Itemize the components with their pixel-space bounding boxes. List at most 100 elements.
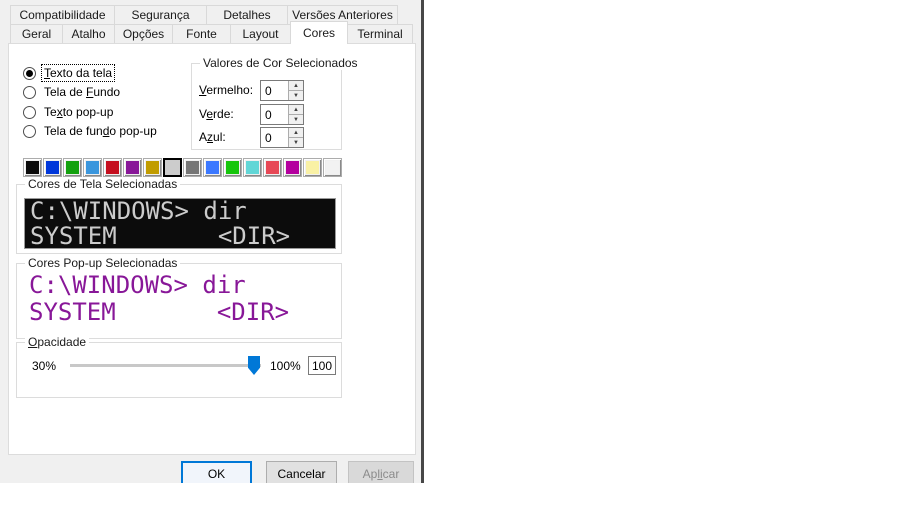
verde-value: 0 (265, 108, 272, 122)
radio-label: Tela de fundo pop-up (44, 124, 157, 138)
console-properties-dialog: Compatibilidade Segurança Detalhes Versõ… (0, 0, 424, 483)
color-swatch-6[interactable] (123, 158, 142, 177)
opacity-slider-track[interactable] (70, 364, 261, 368)
tab-geral[interactable]: Geral (10, 24, 63, 44)
swatch-fill (66, 161, 79, 174)
color-swatch-2[interactable] (43, 158, 62, 177)
swatch-fill (226, 161, 239, 174)
verde-input[interactable]: 0 ▲ ▼ (260, 104, 304, 125)
color-swatch-12[interactable] (243, 158, 262, 177)
screen-colors-preview: C:\WINDOWS> dir SYSTEM <DIR> (24, 198, 336, 249)
spin-up-icon: ▲ (293, 129, 299, 136)
swatch-fill (126, 161, 139, 174)
verde-label: Verde: (199, 107, 234, 121)
color-swatch-10[interactable] (203, 158, 222, 177)
spin-up-icon: ▲ (293, 82, 299, 89)
color-swatch-9[interactable] (183, 158, 202, 177)
color-swatch-1[interactable] (23, 158, 42, 177)
swatch-fill (46, 161, 59, 174)
radio-label: Tela de Fundo (44, 85, 121, 99)
cancel-button[interactable]: Cancelar (266, 461, 337, 483)
vermelho-value: 0 (265, 84, 272, 98)
radio-unselected-icon (23, 105, 36, 119)
swatch-fill (165, 160, 180, 175)
color-swatch-14[interactable] (283, 158, 302, 177)
tab-fonte[interactable]: Fonte (172, 24, 231, 44)
radio-unselected-icon (23, 85, 36, 99)
swatch-fill (286, 161, 299, 174)
tab-layout[interactable]: Layout (230, 24, 291, 44)
group-title: Valores de Cor Selecionados (200, 56, 361, 70)
opacity-slider-thumb[interactable] (248, 356, 260, 375)
spin-down-button[interactable]: ▼ (289, 91, 303, 100)
spin-down-icon: ▼ (293, 92, 299, 99)
tab-versoes-anteriores[interactable]: Versões Anteriores (287, 5, 398, 25)
tab-seguranca[interactable]: Segurança (114, 5, 207, 25)
azul-label: Azul: (199, 130, 226, 144)
radio-texto-popup[interactable]: Texto pop-up (23, 104, 115, 120)
spin-down-icon: ▼ (293, 139, 299, 146)
vermelho-label: Vermelho: (199, 83, 254, 97)
color-palette (23, 158, 342, 177)
azul-value: 0 (265, 131, 272, 145)
color-swatch-11[interactable] (223, 158, 242, 177)
radio-label: Texto da tela (40, 64, 116, 82)
spin-up-button[interactable]: ▲ (289, 81, 303, 91)
ok-button[interactable]: OK (181, 461, 252, 483)
swatch-fill (106, 161, 119, 174)
radio-selected-icon (23, 66, 36, 80)
swatch-fill (86, 161, 99, 174)
group-title: Cores de Tela Selecionadas (25, 177, 181, 191)
swatch-fill (246, 161, 259, 174)
radio-tela-de-fundo-popup[interactable]: Tela de fundo pop-up (23, 123, 159, 139)
tab-opcoes[interactable]: Opções (114, 24, 173, 44)
console-preview-line: C:\WINDOWS> dir (30, 198, 247, 225)
console-preview-line: C:\WINDOWS> dir (29, 272, 246, 299)
radio-unselected-icon (23, 124, 36, 138)
spin-up-button[interactable]: ▲ (289, 105, 303, 115)
tab-detalhes[interactable]: Detalhes (206, 5, 288, 25)
color-swatch-13[interactable] (263, 158, 282, 177)
swatch-fill (186, 161, 199, 174)
swatch-fill (206, 161, 219, 174)
color-swatch-3[interactable] (63, 158, 82, 177)
swatch-fill (326, 161, 339, 174)
console-preview-line: SYSTEM <DIR> (29, 298, 290, 326)
spin-up-button[interactable]: ▲ (289, 128, 303, 138)
opacity-min-label: 30% (32, 359, 57, 373)
console-preview-line: SYSTEM <DIR> (30, 222, 291, 249)
color-swatch-15[interactable] (303, 158, 322, 177)
color-swatch-7[interactable] (143, 158, 162, 177)
swatch-fill (26, 161, 39, 174)
swatch-fill (146, 161, 159, 174)
tab-compatibilidade[interactable]: Compatibilidade (10, 5, 115, 25)
opacity-value-input[interactable]: 100 (308, 356, 336, 375)
spin-down-button[interactable]: ▼ (289, 138, 303, 147)
radio-label: Texto pop-up (44, 105, 114, 119)
screen-colors-group: Cores de Tela Selecionadas C:\WINDOWS> d… (16, 177, 342, 254)
color-values-group: Valores de Cor Selecionados Vermelho: 0 … (191, 56, 361, 150)
vermelho-input[interactable]: 0 ▲ ▼ (260, 80, 304, 101)
opacity-group: Opacidade 30% 100% 100 (16, 335, 342, 398)
apply-button[interactable]: Aplicar (348, 461, 414, 483)
spin-down-button[interactable]: ▼ (289, 115, 303, 124)
swatch-fill (306, 161, 319, 174)
opacity-max-label: 100% (270, 359, 301, 373)
radio-texto-da-tela[interactable]: Texto da tela (23, 64, 116, 82)
radio-tela-de-fundo[interactable]: Tela de Fundo (23, 84, 122, 100)
color-swatch-4[interactable] (83, 158, 102, 177)
tab-atalho[interactable]: Atalho (62, 24, 115, 44)
color-swatch-8-selected[interactable] (163, 158, 182, 177)
color-swatch-5[interactable] (103, 158, 122, 177)
spin-down-icon: ▼ (293, 116, 299, 123)
spin-up-icon: ▲ (293, 106, 299, 113)
group-title: Cores Pop-up Selecionadas (25, 256, 181, 270)
color-swatch-16[interactable] (323, 158, 342, 177)
azul-input[interactable]: 0 ▲ ▼ (260, 127, 304, 148)
group-title: Opacidade (25, 335, 90, 349)
window-right-edge (421, 0, 424, 483)
tab-cores[interactable]: Cores (290, 21, 348, 44)
tab-terminal[interactable]: Terminal (347, 24, 413, 44)
swatch-fill (266, 161, 279, 174)
